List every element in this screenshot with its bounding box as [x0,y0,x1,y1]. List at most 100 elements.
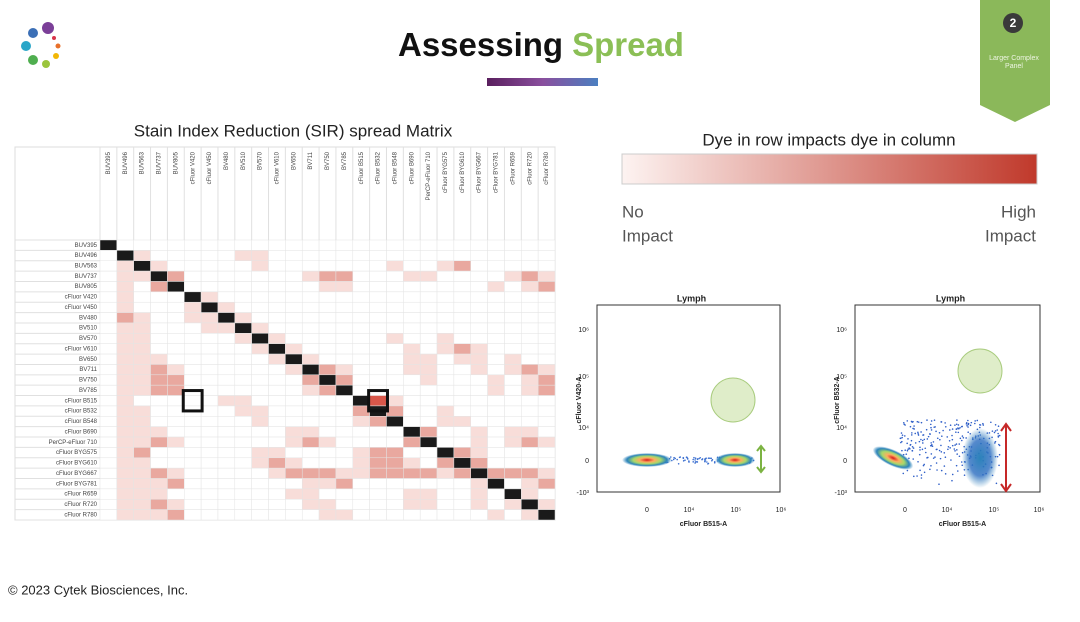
matrix-cell [353,458,370,468]
matrix-cell [302,292,319,302]
matrix-cell [100,447,117,457]
matrix-cell [403,427,420,437]
matrix-cell [420,427,437,437]
matrix-cell [370,375,387,385]
matrix-cell [184,354,201,364]
matrix-cell [302,510,319,520]
event-dot [923,439,925,441]
matrix-cell [488,292,505,302]
matrix-cell [184,416,201,426]
matrix-cell [471,427,488,437]
matrix-cell [319,375,336,385]
matrix-cell [201,323,218,333]
row-label: cFluor V420 [65,295,98,301]
column-label: cFluor V420 [190,151,196,184]
matrix-cell [471,385,488,395]
event-dot [912,446,914,448]
matrix-cell [420,510,437,520]
matrix-cell [437,364,454,374]
matrix-cell [538,313,555,323]
event-dot [967,426,969,428]
matrix-cell [437,323,454,333]
event-dot [956,453,958,455]
matrix-cell [386,302,403,312]
matrix-cell [151,489,168,499]
event-dot [958,424,960,426]
legend-title: Dye in row impacts dye in column [702,130,955,149]
matrix-cell [370,396,387,406]
matrix-cell [420,406,437,416]
event-dot [922,449,924,451]
matrix-cell [403,468,420,478]
event-dot [956,449,958,451]
matrix-cell [454,510,471,520]
event-dot [940,458,942,460]
event-dot [694,459,696,461]
matrix-cell [151,333,168,343]
event-dot [679,457,681,459]
population [962,428,998,488]
event-dot [925,452,927,454]
matrix-cell [336,333,353,343]
matrix-cell [117,292,134,302]
matrix-cell [538,281,555,291]
matrix-cell [252,354,269,364]
matrix-cell [471,479,488,489]
matrix-cell [117,354,134,364]
matrix-cell [285,427,302,437]
matrix-cell [100,510,117,520]
matrix-cell [134,250,151,260]
event-dot [917,461,919,463]
matrix-cell [285,240,302,250]
event-dot [916,475,918,477]
matrix-cell [538,344,555,354]
matrix-cell [100,427,117,437]
matrix-cell [353,364,370,374]
matrix-cell [285,302,302,312]
event-dot [956,428,958,430]
matrix-cell [403,479,420,489]
matrix-cell [437,510,454,520]
event-dot [930,442,932,444]
matrix-cell [134,292,151,302]
matrix-cell [353,250,370,260]
matrix-cell [302,499,319,509]
matrix-cell [134,333,151,343]
matrix-cell [218,323,235,333]
matrix-cell [370,427,387,437]
event-dot [999,435,1001,437]
column-label: cFluor BYG667 [477,151,483,193]
event-dot [970,425,972,427]
matrix-cell [521,364,538,374]
row-label: BV785 [79,388,98,394]
column-label: BV785 [342,151,348,170]
matrix-cell [386,489,403,499]
event-dot [997,433,999,435]
matrix-cell [117,323,134,333]
matrix-cell [218,437,235,447]
matrix-cell [420,447,437,457]
matrix-cell [285,489,302,499]
matrix-cell [117,313,134,323]
column-label: cFluor B548 [392,151,398,184]
event-dot [940,445,942,447]
title-part: Assessing [398,26,563,63]
event-dot [919,446,921,448]
matrix-cell [386,261,403,271]
matrix-cell [201,261,218,271]
matrix-cell [235,271,252,281]
title-underline [487,78,598,86]
event-dot [920,439,922,441]
event-dot [927,438,929,440]
matrix-cell [336,261,353,271]
matrix-cell [167,416,184,426]
event-dot [982,424,984,426]
column-label: BUV395 [106,151,112,174]
matrix-cell [302,333,319,343]
event-dot [919,470,921,472]
matrix-cell [403,406,420,416]
event-dot [921,474,923,476]
matrix-cell [151,447,168,457]
matrix-cell [151,354,168,364]
